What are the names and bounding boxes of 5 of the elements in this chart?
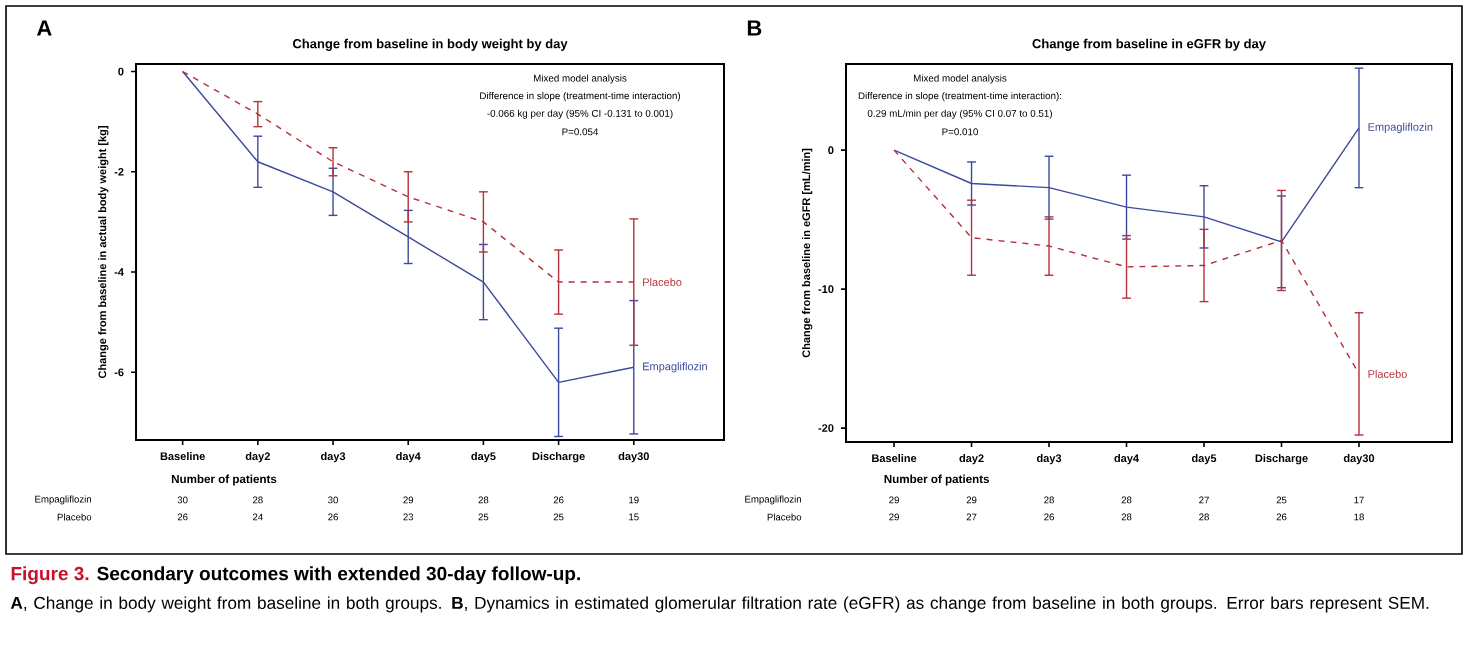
text: B — [747, 20, 762, 36]
caption: Figure 3. — [11, 566, 89, 585]
text: A — [36, 20, 52, 36]
text: A, Change in body weight from baseline in both groups. B, Dynamics in estimated glomerular filtration rate (eGFR) as change from baseline in both groups. Error bars represent SEM. — [10, 596, 1429, 613]
text: Secondary outcomes with extended 30-day follow-up. — [97, 566, 580, 585]
